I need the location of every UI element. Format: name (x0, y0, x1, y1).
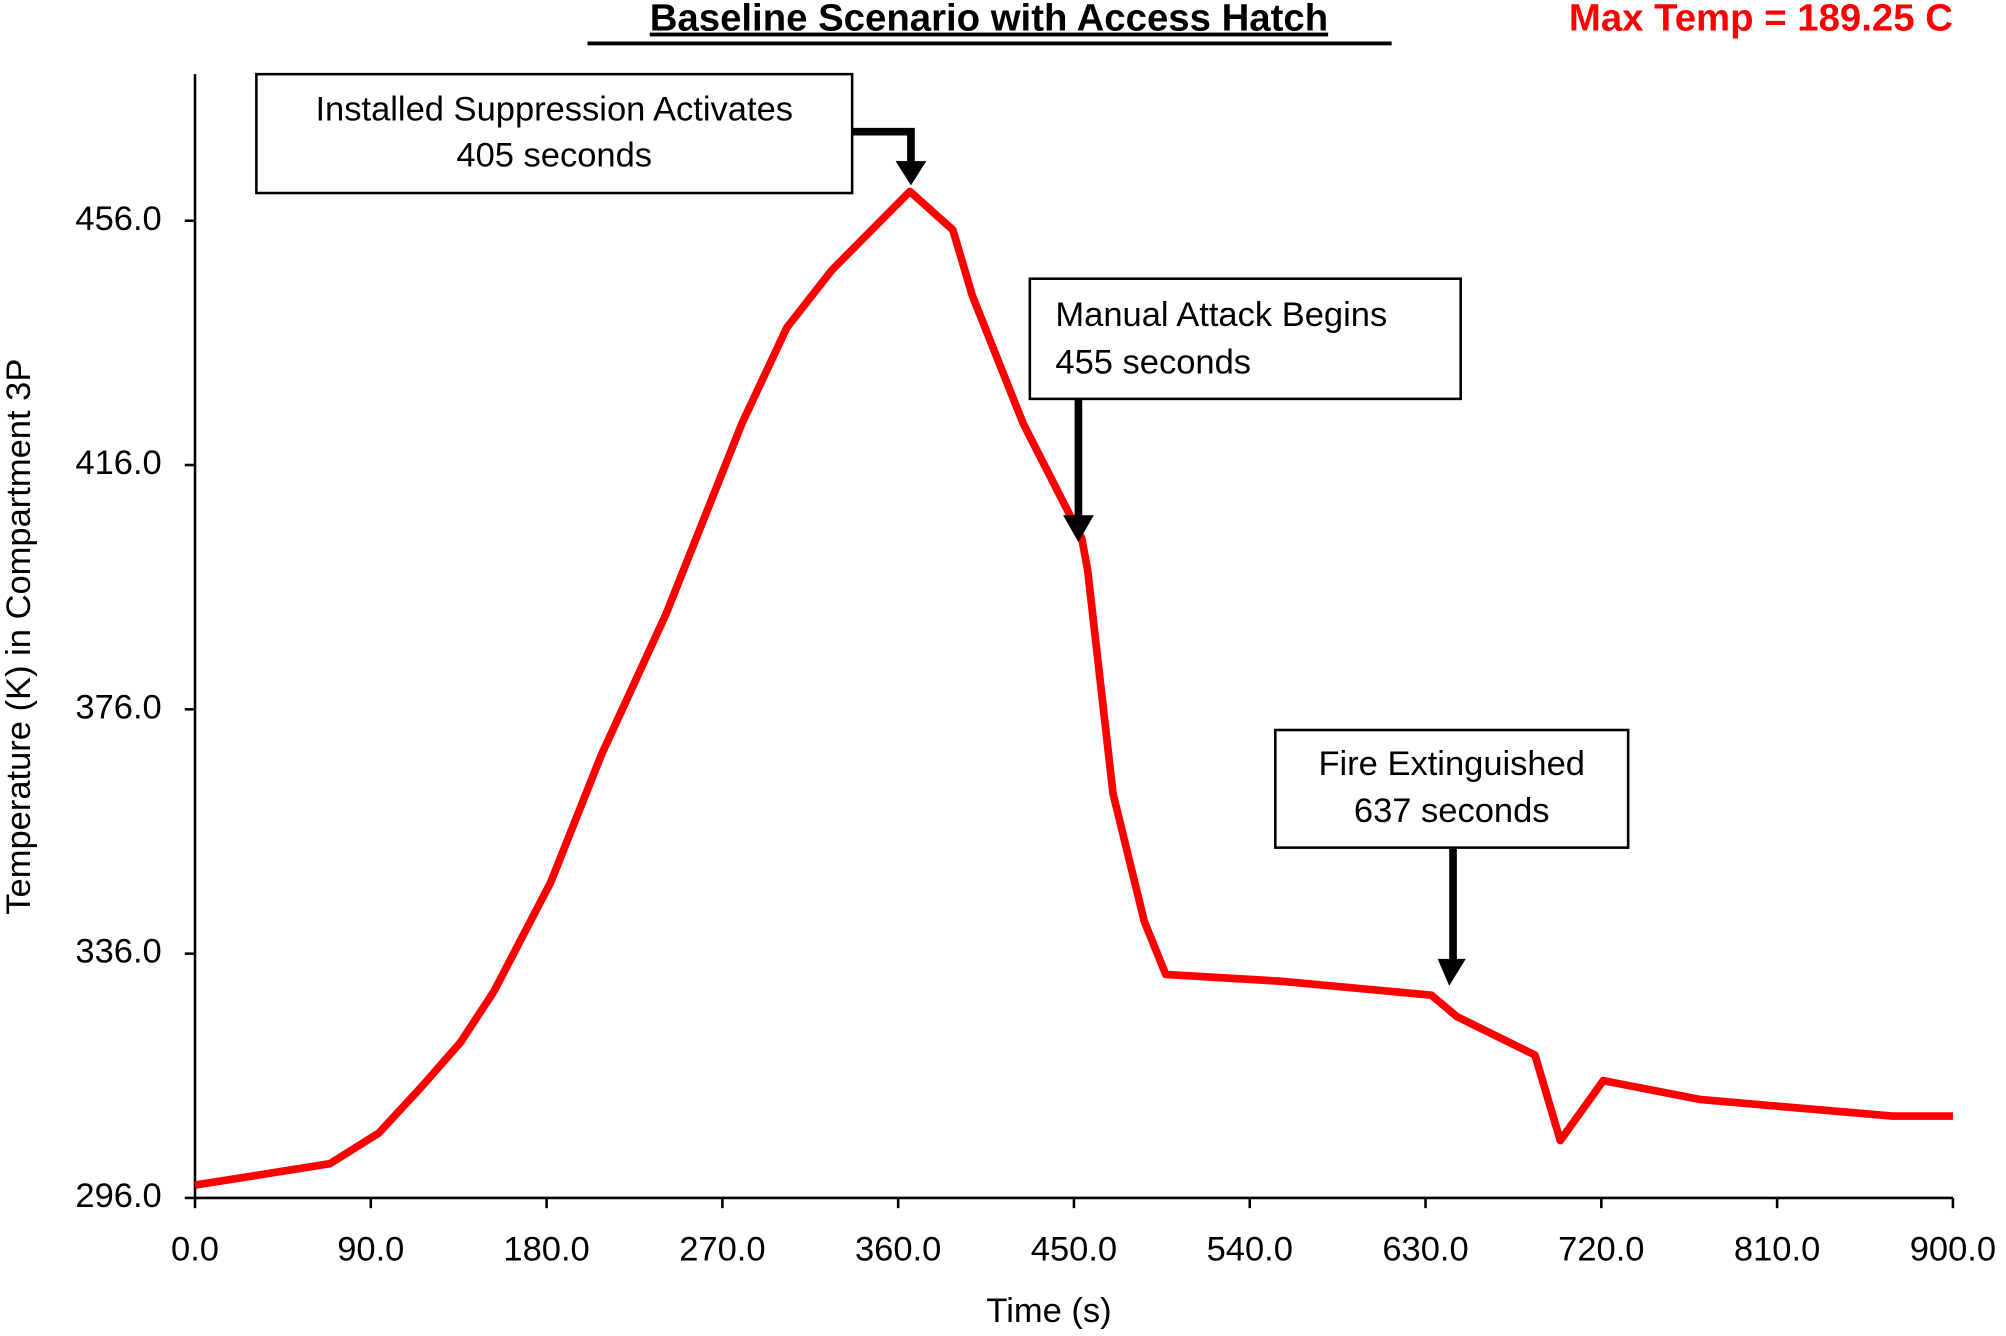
x-tick-label: 360.0 (855, 1231, 941, 1269)
annotation-text: 405 seconds (456, 136, 652, 174)
annotation-text: Installed Suppression Activates (315, 90, 793, 128)
annotation-box (255, 72, 854, 195)
annotation-arrow (852, 127, 915, 164)
x-tick-label: 900.0 (1910, 1231, 1996, 1269)
max-temp-note: Max Temp = 189.25 C (1569, 0, 1953, 40)
x-tick-label: 0.0 (171, 1231, 219, 1269)
annotation-text: Fire Extinguished (1318, 745, 1585, 783)
y-tick-label: 296.0 (75, 1177, 161, 1215)
annotation-text: 637 seconds (1354, 792, 1550, 830)
arrow-head (1437, 958, 1466, 986)
x-tick-label: 720.0 (1558, 1231, 1644, 1269)
arrow-head (1063, 515, 1094, 543)
x-axis-label: Time (s) (986, 1292, 1111, 1330)
annotation-box (1028, 277, 1462, 401)
plot: 296.0 336.0 376.0 416.0 456.0 0.0 90.0 180.0 270… (75, 187, 1996, 1269)
x-tick-label: 450.0 (1031, 1231, 1117, 1269)
annotation-box (1274, 728, 1630, 849)
annotation-text: 455 seconds (1055, 343, 1251, 381)
chart-title: Baseline Scenario with Access Hatch (650, 0, 1328, 40)
x-tick-label: 630.0 (1382, 1231, 1468, 1269)
temperature-line (194, 187, 1953, 1189)
x-tick-label: 810.0 (1734, 1231, 1820, 1269)
y-tick-label: 456.0 (75, 200, 161, 238)
y-tick-label: 376.0 (75, 688, 161, 726)
annotation-text: Manual Attack Begins (1055, 296, 1387, 334)
x-tick-label: 90.0 (337, 1231, 404, 1269)
x-tick-label: 540.0 (1207, 1231, 1293, 1269)
y-axis-label: Temperature (K) in Compartment 3P (0, 359, 38, 915)
y-tick-label: 416.0 (75, 444, 161, 482)
y-tick-label: 336.0 (75, 933, 161, 971)
arrow-head (895, 161, 927, 186)
x-tick-label: 180.0 (503, 1231, 589, 1269)
x-tick-label: 270.0 (679, 1231, 765, 1269)
